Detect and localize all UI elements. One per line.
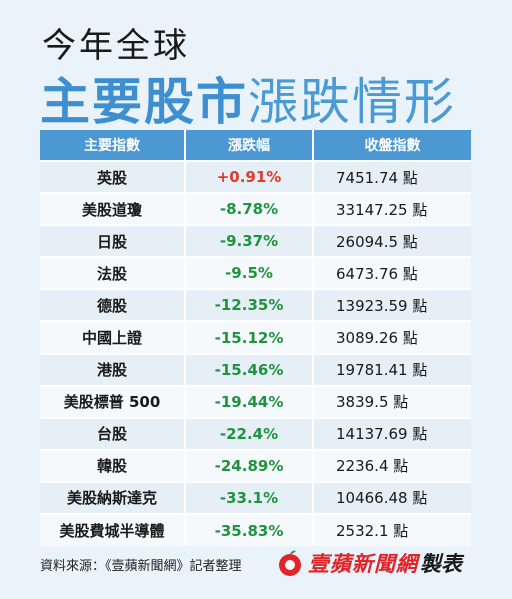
- closing-value: 2532.1 點: [313, 513, 471, 547]
- column-header-change: 漲跌幅: [185, 130, 314, 161]
- index-name: 美股費城半導體: [40, 513, 186, 547]
- index-name: 法股: [40, 256, 186, 290]
- index-name: 英股: [40, 159, 186, 194]
- source-note: 資料來源：《壹蘋新聞網》記者整理: [40, 559, 242, 574]
- index-name: 日股: [40, 224, 186, 258]
- column-header-index: 主要指數: [40, 130, 186, 161]
- change-percent: -19.44%: [185, 384, 314, 418]
- table-row: 美股標普 500 -19.44% 3839.5 點: [40, 384, 471, 418]
- table-row: 美股費城半導體 -35.83% 2532.1 點: [40, 513, 471, 547]
- closing-value: 6473.76 點: [313, 256, 471, 290]
- title-light: 漲跌情形: [248, 73, 456, 131]
- index-name: 美股道瓊: [40, 192, 186, 226]
- change-percent: -33.1%: [185, 480, 314, 515]
- closing-value: 3839.5 點: [313, 384, 471, 418]
- closing-value: 19781.41 點: [313, 352, 471, 386]
- brand-suffix: 製表: [420, 552, 462, 576]
- table-row: 韓股 -24.89% 2236.4 點: [40, 448, 471, 482]
- change-percent: -15.46%: [185, 352, 314, 386]
- change-percent: -12.35%: [185, 288, 314, 322]
- closing-value: 33147.25 點: [313, 192, 471, 226]
- index-name: 中國上證: [40, 320, 186, 354]
- index-name: 德股: [40, 288, 186, 322]
- change-percent: -22.4%: [185, 416, 314, 450]
- table-row: 日股 -9.37% 26094.5 點: [40, 224, 471, 258]
- change-percent: -15.12%: [185, 320, 314, 354]
- closing-value: 2236.4 點: [313, 448, 471, 482]
- index-name: 台股: [40, 416, 186, 450]
- closing-value: 26094.5 點: [313, 224, 471, 258]
- change-percent: -35.83%: [185, 513, 314, 547]
- index-name: 美股納斯達克: [40, 480, 186, 515]
- table-row: 台股 -22.4% 14137.69 點: [40, 416, 471, 450]
- closing-value: 3089.26 點: [313, 320, 471, 354]
- table-row: 中國上證 -15.12% 3089.26 點: [40, 320, 471, 354]
- table-row: 法股 -9.5% 6473.76 點: [40, 256, 471, 290]
- change-percent: -9.37%: [185, 224, 314, 258]
- change-percent: -24.89%: [185, 448, 314, 482]
- title-line-1: 今年全球: [42, 26, 190, 66]
- title-line-2: 主要股市漲跌情形: [40, 62, 456, 134]
- index-name: 港股: [40, 352, 186, 386]
- market-table: 主要指數 漲跌幅 收盤指數 英股 +0.91% 7451.74 點美股道瓊 -8.78…: [40, 130, 471, 547]
- brand-logo: 壹蘋新聞網 製表: [276, 548, 462, 578]
- closing-value: 13923.59 點: [313, 288, 471, 322]
- closing-value: 10466.48 點: [313, 480, 471, 515]
- closing-value: 7451.74 點: [313, 159, 471, 194]
- index-name: 美股標普 500: [40, 384, 186, 418]
- closing-value: 14137.69 點: [313, 416, 471, 450]
- change-percent: +0.91%: [185, 159, 314, 194]
- apple-logo-icon: [279, 550, 301, 576]
- change-percent: -8.78%: [185, 192, 314, 226]
- table-body: 英股 +0.91% 7451.74 點美股道瓊 -8.78% 33147.25 點日股 -…: [40, 159, 471, 547]
- table-row: 美股納斯達克 -33.1% 10466.48 點: [40, 480, 471, 515]
- table-row: 德股 -12.35% 13923.59 點: [40, 288, 471, 322]
- table-header-row: 主要指數 漲跌幅 收盤指數: [40, 130, 471, 161]
- index-name: 韓股: [40, 448, 186, 482]
- table-row: 港股 -15.46% 19781.41 點: [40, 352, 471, 386]
- column-header-close: 收盤指數: [313, 130, 471, 161]
- brand-name: 壹蘋新聞網: [308, 552, 418, 576]
- table-row: 英股 +0.91% 7451.74 點: [40, 159, 471, 194]
- table-row: 美股道瓊 -8.78% 33147.25 點: [40, 192, 471, 226]
- change-percent: -9.5%: [185, 256, 314, 290]
- title-bold: 主要股市: [40, 73, 248, 131]
